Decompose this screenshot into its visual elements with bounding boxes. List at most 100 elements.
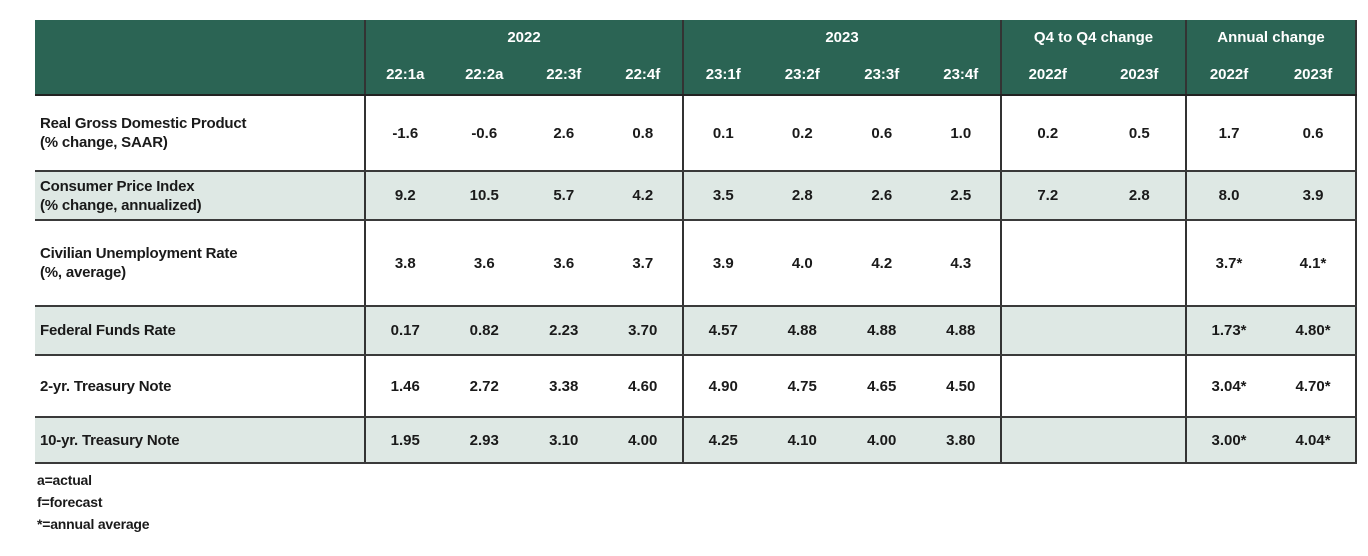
- value-cell: 5.7: [524, 171, 604, 221]
- value-cell: 4.1*: [1271, 220, 1357, 307]
- row-label-cell: Real Gross Domestic Product (% change, S…: [35, 95, 365, 172]
- value-cell: 2.6: [524, 95, 604, 172]
- value-cell: 4.88: [921, 306, 1001, 356]
- header-corner-cell: [35, 20, 365, 96]
- value-cell: 3.7: [603, 220, 683, 307]
- column-header-23-4f: 23:4f: [921, 54, 1001, 96]
- row-label: Real Gross Domestic Product: [40, 115, 247, 132]
- value-cell: 0.2: [1000, 95, 1094, 172]
- value-cell: 1.73*: [1185, 306, 1272, 356]
- header-group-q4-to-q4-change: Q4 to Q4 change: [999, 20, 1187, 54]
- value-cell: 4.2: [842, 220, 922, 307]
- value-cell: 3.5: [682, 171, 763, 221]
- value-cell: 4.2: [603, 171, 683, 221]
- value-cell-empty: [1000, 355, 1094, 418]
- header-column-row: 22:1a 22:2a 22:3f 22:4f 23:1f 23:2f 23:3…: [35, 54, 1357, 96]
- header-group-2023: 2023: [682, 20, 1001, 54]
- value-cell: 2.8: [762, 171, 842, 221]
- row-sublabel: (% change, annualized): [40, 196, 202, 214]
- value-cell: 8.0: [1185, 171, 1272, 221]
- forecast-table-container: 2022 2023 Q4 to Q4 change Annual change …: [35, 20, 1358, 464]
- table-row-10yr-treasury: 10-yr. Treasury Note 1.95 2.93 3.10 4.00…: [35, 417, 1357, 464]
- value-cell: -1.6: [364, 95, 445, 172]
- value-cell: 2.6: [842, 171, 922, 221]
- column-header-annual-2023f: 2023f: [1271, 54, 1357, 96]
- footnote-forecast: f=forecast: [37, 494, 103, 510]
- value-cell: 1.95: [364, 417, 445, 464]
- value-cell-empty: [1093, 306, 1187, 356]
- value-cell: 10.5: [444, 171, 524, 221]
- value-cell-empty: [1000, 306, 1094, 356]
- row-label-cell: Federal Funds Rate: [35, 306, 365, 356]
- column-header-q4-2023f: 2023f: [1093, 54, 1187, 96]
- value-cell: 2.23: [524, 306, 604, 356]
- value-cell-empty: [1093, 220, 1187, 307]
- value-cell: 0.6: [1271, 95, 1357, 172]
- value-cell: 0.8: [603, 95, 683, 172]
- column-header-q4-2022f: 2022f: [1000, 54, 1094, 96]
- value-cell: 1.0: [921, 95, 1001, 172]
- value-cell: 2.72: [444, 355, 524, 418]
- value-cell: 4.75: [762, 355, 842, 418]
- value-cell: 0.82: [444, 306, 524, 356]
- value-cell: 3.80: [921, 417, 1001, 464]
- value-cell-empty: [1093, 355, 1187, 418]
- value-cell: 4.3: [921, 220, 1001, 307]
- value-cell: 4.0: [762, 220, 842, 307]
- value-cell: 1.7: [1185, 95, 1272, 172]
- value-cell: 4.00: [842, 417, 922, 464]
- value-cell: 3.38: [524, 355, 604, 418]
- value-cell: 4.10: [762, 417, 842, 464]
- column-header-23-1f: 23:1f: [682, 54, 763, 96]
- header-group-2022: 2022: [364, 20, 683, 54]
- value-cell: 4.25: [682, 417, 763, 464]
- value-cell-empty: [1000, 417, 1094, 464]
- value-cell: 4.88: [842, 306, 922, 356]
- table-row-cpi: Consumer Price Index (% change, annualiz…: [35, 171, 1357, 221]
- value-cell: 1.46: [364, 355, 445, 418]
- table-row-2yr-treasury: 2-yr. Treasury Note 1.46 2.72 3.38 4.60 …: [35, 355, 1357, 418]
- value-cell: 4.65: [842, 355, 922, 418]
- column-header-22-1a: 22:1a: [364, 54, 445, 96]
- row-label: 10-yr. Treasury Note: [40, 431, 180, 449]
- row-label-cell: Civilian Unemployment Rate (%, average): [35, 220, 365, 307]
- column-header-annual-2022f: 2022f: [1185, 54, 1272, 96]
- value-cell: 3.10: [524, 417, 604, 464]
- column-header-22-4f: 22:4f: [603, 54, 683, 96]
- column-header-23-2f: 23:2f: [762, 54, 842, 96]
- table-row-federal-funds-rate: Federal Funds Rate 0.17 0.82 2.23 3.70 4…: [35, 306, 1357, 356]
- value-cell: 0.17: [364, 306, 445, 356]
- column-header-22-2a: 22:2a: [444, 54, 524, 96]
- value-cell: 9.2: [364, 171, 445, 221]
- value-cell: 3.9: [682, 220, 763, 307]
- row-sublabel: (%, average): [40, 264, 126, 281]
- row-label: Civilian Unemployment Rate: [40, 245, 238, 262]
- header-group-row: 2022 2023 Q4 to Q4 change Annual change: [35, 20, 1357, 96]
- value-cell: 3.6: [444, 220, 524, 307]
- column-header-23-3f: 23:3f: [842, 54, 922, 96]
- table-row-unemployment: Civilian Unemployment Rate (%, average) …: [35, 220, 1357, 307]
- row-label: 2-yr. Treasury Note: [40, 377, 172, 395]
- value-cell: 0.1: [682, 95, 763, 172]
- value-cell: 3.7*: [1185, 220, 1272, 307]
- value-cell-empty: [1000, 220, 1094, 307]
- value-cell: 4.04*: [1271, 417, 1357, 464]
- value-cell: 3.04*: [1185, 355, 1272, 418]
- row-label-cell: 2-yr. Treasury Note: [35, 355, 365, 418]
- table-header: 2022 2023 Q4 to Q4 change Annual change …: [35, 20, 1357, 96]
- value-cell: 3.8: [364, 220, 445, 307]
- table-body: Real Gross Domestic Product (% change, S…: [35, 95, 1357, 464]
- footnotes: a=actual f=forecast *=annual average: [37, 469, 150, 535]
- value-cell: 3.9: [1271, 171, 1357, 221]
- value-cell: 3.70: [603, 306, 683, 356]
- value-cell: 0.6: [842, 95, 922, 172]
- value-cell: 3.00*: [1185, 417, 1272, 464]
- value-cell: 4.57: [682, 306, 763, 356]
- value-cell: 2.93: [444, 417, 524, 464]
- footnote-actual: a=actual: [37, 472, 92, 488]
- value-cell: 4.60: [603, 355, 683, 418]
- value-cell: 4.88: [762, 306, 842, 356]
- row-label: Federal Funds Rate: [40, 322, 176, 339]
- row-label-cell: Consumer Price Index (% change, annualiz…: [35, 171, 365, 221]
- value-cell-empty: [1093, 417, 1187, 464]
